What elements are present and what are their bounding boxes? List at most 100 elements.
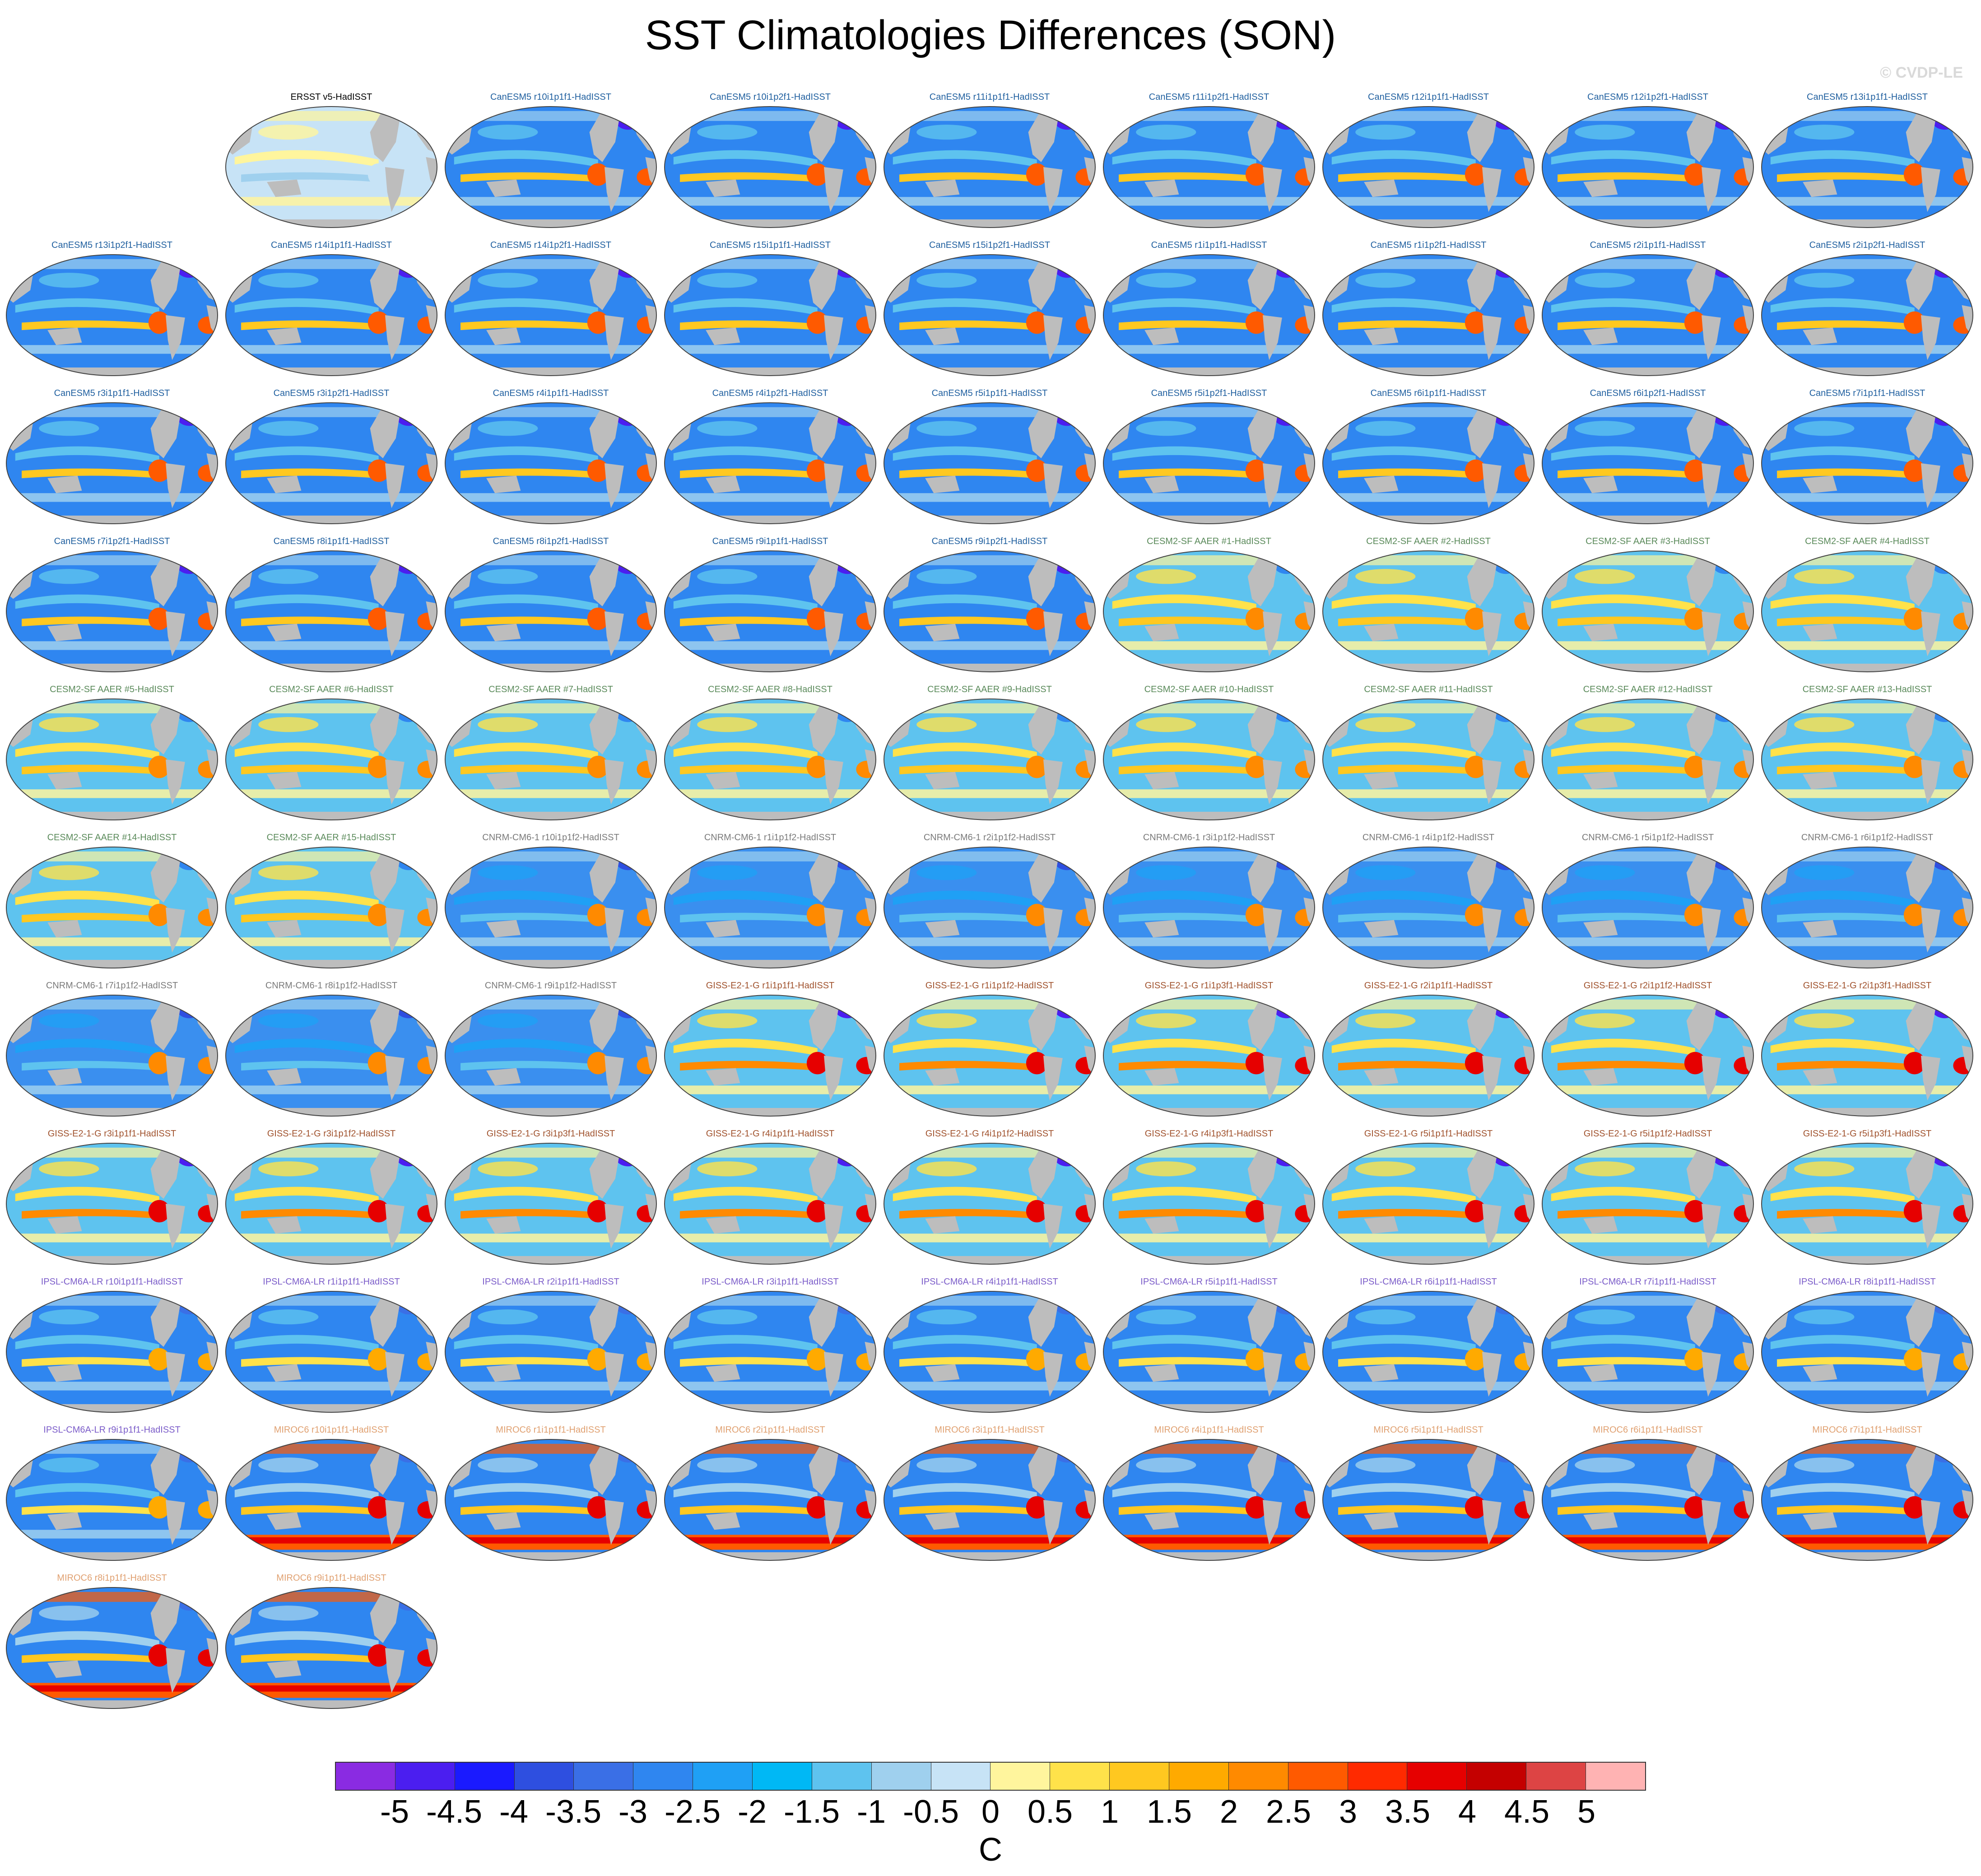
panel-title: ERSST v5-HadISST xyxy=(290,92,372,102)
panel-title: IPSL-CM6A-LR r4i1p1f1-HadISST xyxy=(921,1277,1058,1287)
panel-title: MIROC6 r2i1p1f1-HadISST xyxy=(715,1425,825,1435)
map-panel: CanESM5 r13i1p1f1-HadISST xyxy=(1760,90,1975,230)
panel-title: CanESM5 r13i1p2f1-HadISST xyxy=(51,240,172,250)
map-panel: GISS-E2-1-G r5i1p1f1-HadISST xyxy=(1321,1127,1536,1267)
map-panel: CanESM5 r1i1p2f1-HadISST xyxy=(1321,238,1536,378)
colorbar-tick-label: -5 xyxy=(380,1794,409,1830)
map-panel-grid: ERSST v5-HadISST CanESM5 r10i1p1f1-HadIS… xyxy=(5,90,1975,1711)
map-panel: IPSL-CM6A-LR r6i1p1f1-HadISST xyxy=(1321,1275,1536,1415)
colorbar-tick-label: -3 xyxy=(618,1794,648,1830)
colorbar-tick-label: -0.5 xyxy=(902,1794,959,1830)
map-panel: GISS-E2-1-G r5i1p1f2-HadISST xyxy=(1540,1127,1755,1267)
panel-title: GISS-E2-1-G r3i1p1f1-HadISST xyxy=(47,1129,177,1139)
map-panel: CESM2-SF AAER #11-HadISST xyxy=(1321,683,1536,823)
colorbar-tick-label: -2.5 xyxy=(664,1794,721,1830)
colorbar-swatch xyxy=(1348,1763,1408,1790)
colorbar-tick-label: 5 xyxy=(1577,1794,1596,1830)
panel-title: CanESM5 r10i1p1f1-HadISST xyxy=(490,92,611,102)
map-panel: IPSL-CM6A-LR r4i1p1f1-HadISST xyxy=(882,1275,1097,1415)
panel-title: GISS-E2-1-G r3i1p1f2-HadISST xyxy=(267,1129,396,1139)
colorbar-tick-label: 1.5 xyxy=(1146,1794,1192,1830)
colorbar-swatch xyxy=(455,1763,515,1790)
map-panel: IPSL-CM6A-LR r10i1p1f1-HadISST xyxy=(5,1275,219,1415)
panel-title: CanESM5 r14i1p2f1-HadISST xyxy=(490,240,611,250)
panel-title: IPSL-CM6A-LR r10i1p1f1-HadISST xyxy=(41,1277,183,1287)
panel-title: CanESM5 r5i1p1f1-HadISST xyxy=(931,388,1048,398)
map-panel: IPSL-CM6A-LR r1i1p1f1-HadISST xyxy=(224,1275,439,1415)
copyright-watermark: © CVDP-LE xyxy=(1880,64,1963,81)
panel-title: GISS-E2-1-G r2i1p1f2-HadISST xyxy=(1583,981,1712,991)
panel-title: CESM2-SF AAER #5-HadISST xyxy=(50,684,174,694)
panel-title: CanESM5 r15i1p1f1-HadISST xyxy=(710,240,831,250)
map-panel: CNRM-CM6-1 r1i1p1f2-HadISST xyxy=(663,831,878,971)
panel-title: GISS-E2-1-G r3i1p3f1-HadISST xyxy=(486,1129,615,1139)
panel-title: IPSL-CM6A-LR r2i1p1f1-HadISST xyxy=(482,1277,619,1287)
page-title: SST Climatologies Differences (SON) xyxy=(645,12,1336,58)
colorbar-tick-label: -4.5 xyxy=(426,1794,483,1830)
colorbar-swatch xyxy=(753,1763,812,1790)
panel-title: CanESM5 r14i1p1f1-HadISST xyxy=(271,240,392,250)
map-panel: GISS-E2-1-G r1i1p1f2-HadISST xyxy=(882,979,1097,1119)
panel-title: CNRM-CM6-1 r8i1p1f2-HadISST xyxy=(265,981,398,991)
colorbar-tick-label: 2.5 xyxy=(1265,1794,1311,1830)
panel-title: CanESM5 r7i1p1f1-HadISST xyxy=(1809,388,1925,398)
map-panel: CanESM5 r7i1p1f1-HadISST xyxy=(1760,386,1975,526)
colorbar-tick-label: -4 xyxy=(499,1794,529,1830)
panel-title: CNRM-CM6-1 r3i1p1f2-HadISST xyxy=(1143,833,1275,843)
map-panel: CESM2-SF AAER #13-HadISST xyxy=(1760,683,1975,823)
map-panel: CanESM5 r4i1p1f1-HadISST xyxy=(443,386,658,526)
map-panel: CESM2-SF AAER #14-HadISST xyxy=(5,831,219,971)
panel-title: GISS-E2-1-G r5i1p1f2-HadISST xyxy=(1583,1129,1712,1139)
colorbar-swatch xyxy=(931,1763,991,1790)
map-panel: CNRM-CM6-1 r4i1p1f2-HadISST xyxy=(1321,831,1536,971)
map-panel: ERSST v5-HadISST xyxy=(224,90,439,230)
map-panel: CanESM5 r9i1p1f1-HadISST xyxy=(663,535,878,675)
map-panel: MIROC6 r10i1p1f1-HadISST xyxy=(224,1423,439,1563)
map-panel: CNRM-CM6-1 r10i1p1f2-HadISST xyxy=(443,831,658,971)
panel-title: CanESM5 r10i1p2f1-HadISST xyxy=(710,92,831,102)
colorbar-tick-labels: -5 -4.5 -4 -3.5 -3 -2.5 -2 -1.5 -1 -0.5 0 0.5 1 1.5 2 2… xyxy=(335,1793,1646,1839)
map-panel: CanESM5 r3i1p2f1-HadISST xyxy=(224,386,439,526)
map-panel: MIROC6 r3i1p1f1-HadISST xyxy=(882,1423,1097,1563)
map-panel: CanESM5 r4i1p2f1-HadISST xyxy=(663,386,878,526)
map-panel: CNRM-CM6-1 r8i1p1f2-HadISST xyxy=(224,979,439,1119)
map-panel: CanESM5 r5i1p2f1-HadISST xyxy=(1102,386,1316,526)
colorbar-swatch xyxy=(1407,1763,1467,1790)
map-panel: IPSL-CM6A-LR r8i1p1f1-HadISST xyxy=(1760,1275,1975,1415)
map-panel: CanESM5 r13i1p2f1-HadISST xyxy=(5,238,219,378)
panel-title: MIROC6 r1i1p1f1-HadISST xyxy=(496,1425,606,1435)
panel-title: GISS-E2-1-G r4i1p1f2-HadISST xyxy=(925,1129,1054,1139)
colorbar-tick-label: 0.5 xyxy=(1027,1794,1073,1830)
map-panel: IPSL-CM6A-LR r9i1p1f1-HadISST xyxy=(5,1423,219,1563)
colorbar-swatch xyxy=(574,1763,634,1790)
panel-title: IPSL-CM6A-LR r7i1p1f1-HadISST xyxy=(1579,1277,1716,1287)
colorbar-swatch xyxy=(812,1763,872,1790)
panel-title: CanESM5 r11i1p1f1-HadISST xyxy=(929,92,1050,102)
map-panel: GISS-E2-1-G r4i1p1f1-HadISST xyxy=(663,1127,878,1267)
panel-title: IPSL-CM6A-LR r1i1p1f1-HadISST xyxy=(263,1277,400,1287)
panel-title: CNRM-CM6-1 r7i1p1f2-HadISST xyxy=(46,981,178,991)
map-panel: CanESM5 r15i1p1f1-HadISST xyxy=(663,238,878,378)
panel-title: GISS-E2-1-G r1i1p3f1-HadISST xyxy=(1144,981,1274,991)
map-panel: IPSL-CM6A-LR r3i1p1f1-HadISST xyxy=(663,1275,878,1415)
map-panel: MIROC6 r6i1p1f1-HadISST xyxy=(1540,1423,1755,1563)
panel-title: CNRM-CM6-1 r6i1p1f2-HadISST xyxy=(1801,833,1934,843)
panel-title: CanESM5 r3i1p2f1-HadISST xyxy=(273,388,390,398)
map-panel: MIROC6 r9i1p1f1-HadISST xyxy=(224,1571,439,1711)
colorbar-tick-label: 0 xyxy=(981,1794,1000,1830)
colorbar-tick-label: 4.5 xyxy=(1504,1794,1550,1830)
panel-title: CNRM-CM6-1 r2i1p1f2-HadISST xyxy=(923,833,1056,843)
panel-title: MIROC6 r3i1p1f1-HadISST xyxy=(935,1425,1045,1435)
map-panel: CanESM5 r6i1p2f1-HadISST xyxy=(1540,386,1755,526)
map-panel: CanESM5 r10i1p2f1-HadISST xyxy=(663,90,878,230)
panel-title: CanESM5 r8i1p2f1-HadISST xyxy=(493,536,609,546)
panel-title: CESM2-SF AAER #6-HadISST xyxy=(269,684,394,694)
map-panel: GISS-E2-1-G r2i1p1f1-HadISST xyxy=(1321,979,1536,1119)
panel-title: CNRM-CM6-1 r9i1p1f2-HadISST xyxy=(484,981,617,991)
map-panel: CNRM-CM6-1 r3i1p1f2-HadISST xyxy=(1102,831,1316,971)
panel-title: CESM2-SF AAER #11-HadISST xyxy=(1364,684,1493,694)
panel-title: MIROC6 r5i1p1f1-HadISST xyxy=(1373,1425,1483,1435)
panel-title: CESM2-SF AAER #9-HadISST xyxy=(927,684,1052,694)
colorbar-swatch xyxy=(336,1763,395,1790)
colorbar-tick-label: 4 xyxy=(1458,1794,1477,1830)
